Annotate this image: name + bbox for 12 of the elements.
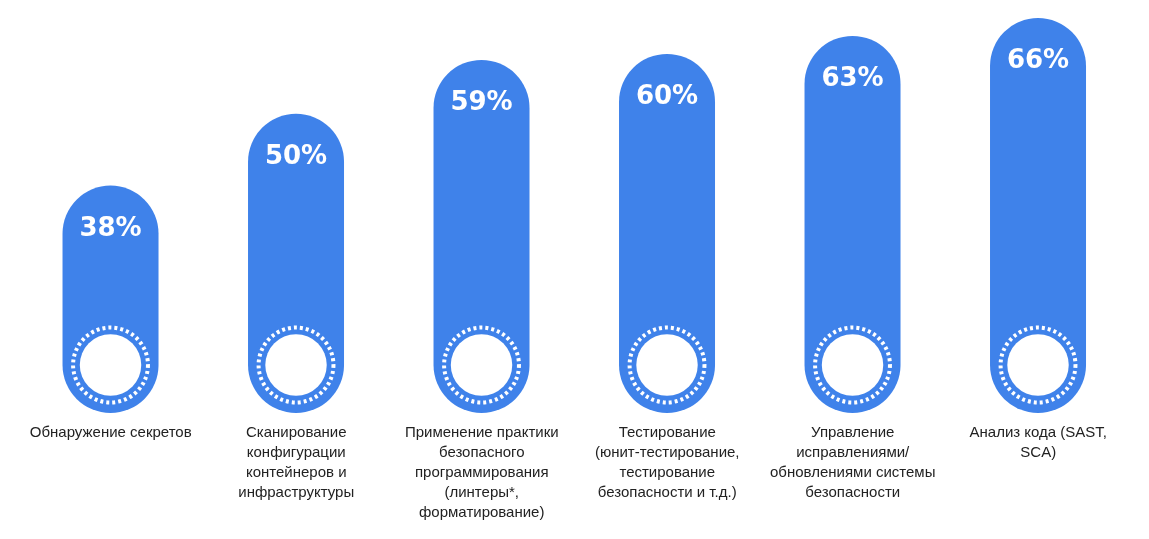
- x-tick-label: Обнаружение секретов: [29, 423, 192, 440]
- data-label: 50%: [264, 139, 328, 170]
- data-label: 63%: [821, 61, 884, 92]
- data-label: 59%: [450, 85, 513, 116]
- x-tick-label: Тестирование (юнит-тестирование, тестирование безопасности и т.д.): [594, 423, 740, 500]
- x-tick-label: Анализ кода (SAST, SCA): [969, 423, 1107, 460]
- data-label: 66%: [1006, 44, 1070, 74]
- x-tick-label: Сканирование конфигурации контейнеров и инфраструктуры: [238, 423, 355, 500]
- data-label: 38%: [79, 211, 142, 242]
- x-tick-label: Применение практики безопасного программирования (линтеры*, форматирование): [404, 423, 559, 520]
- x-tick-label: Управление исправлениями/ обновлениями системы безопасности: [770, 423, 936, 500]
- data-label: 60%: [635, 79, 699, 110]
